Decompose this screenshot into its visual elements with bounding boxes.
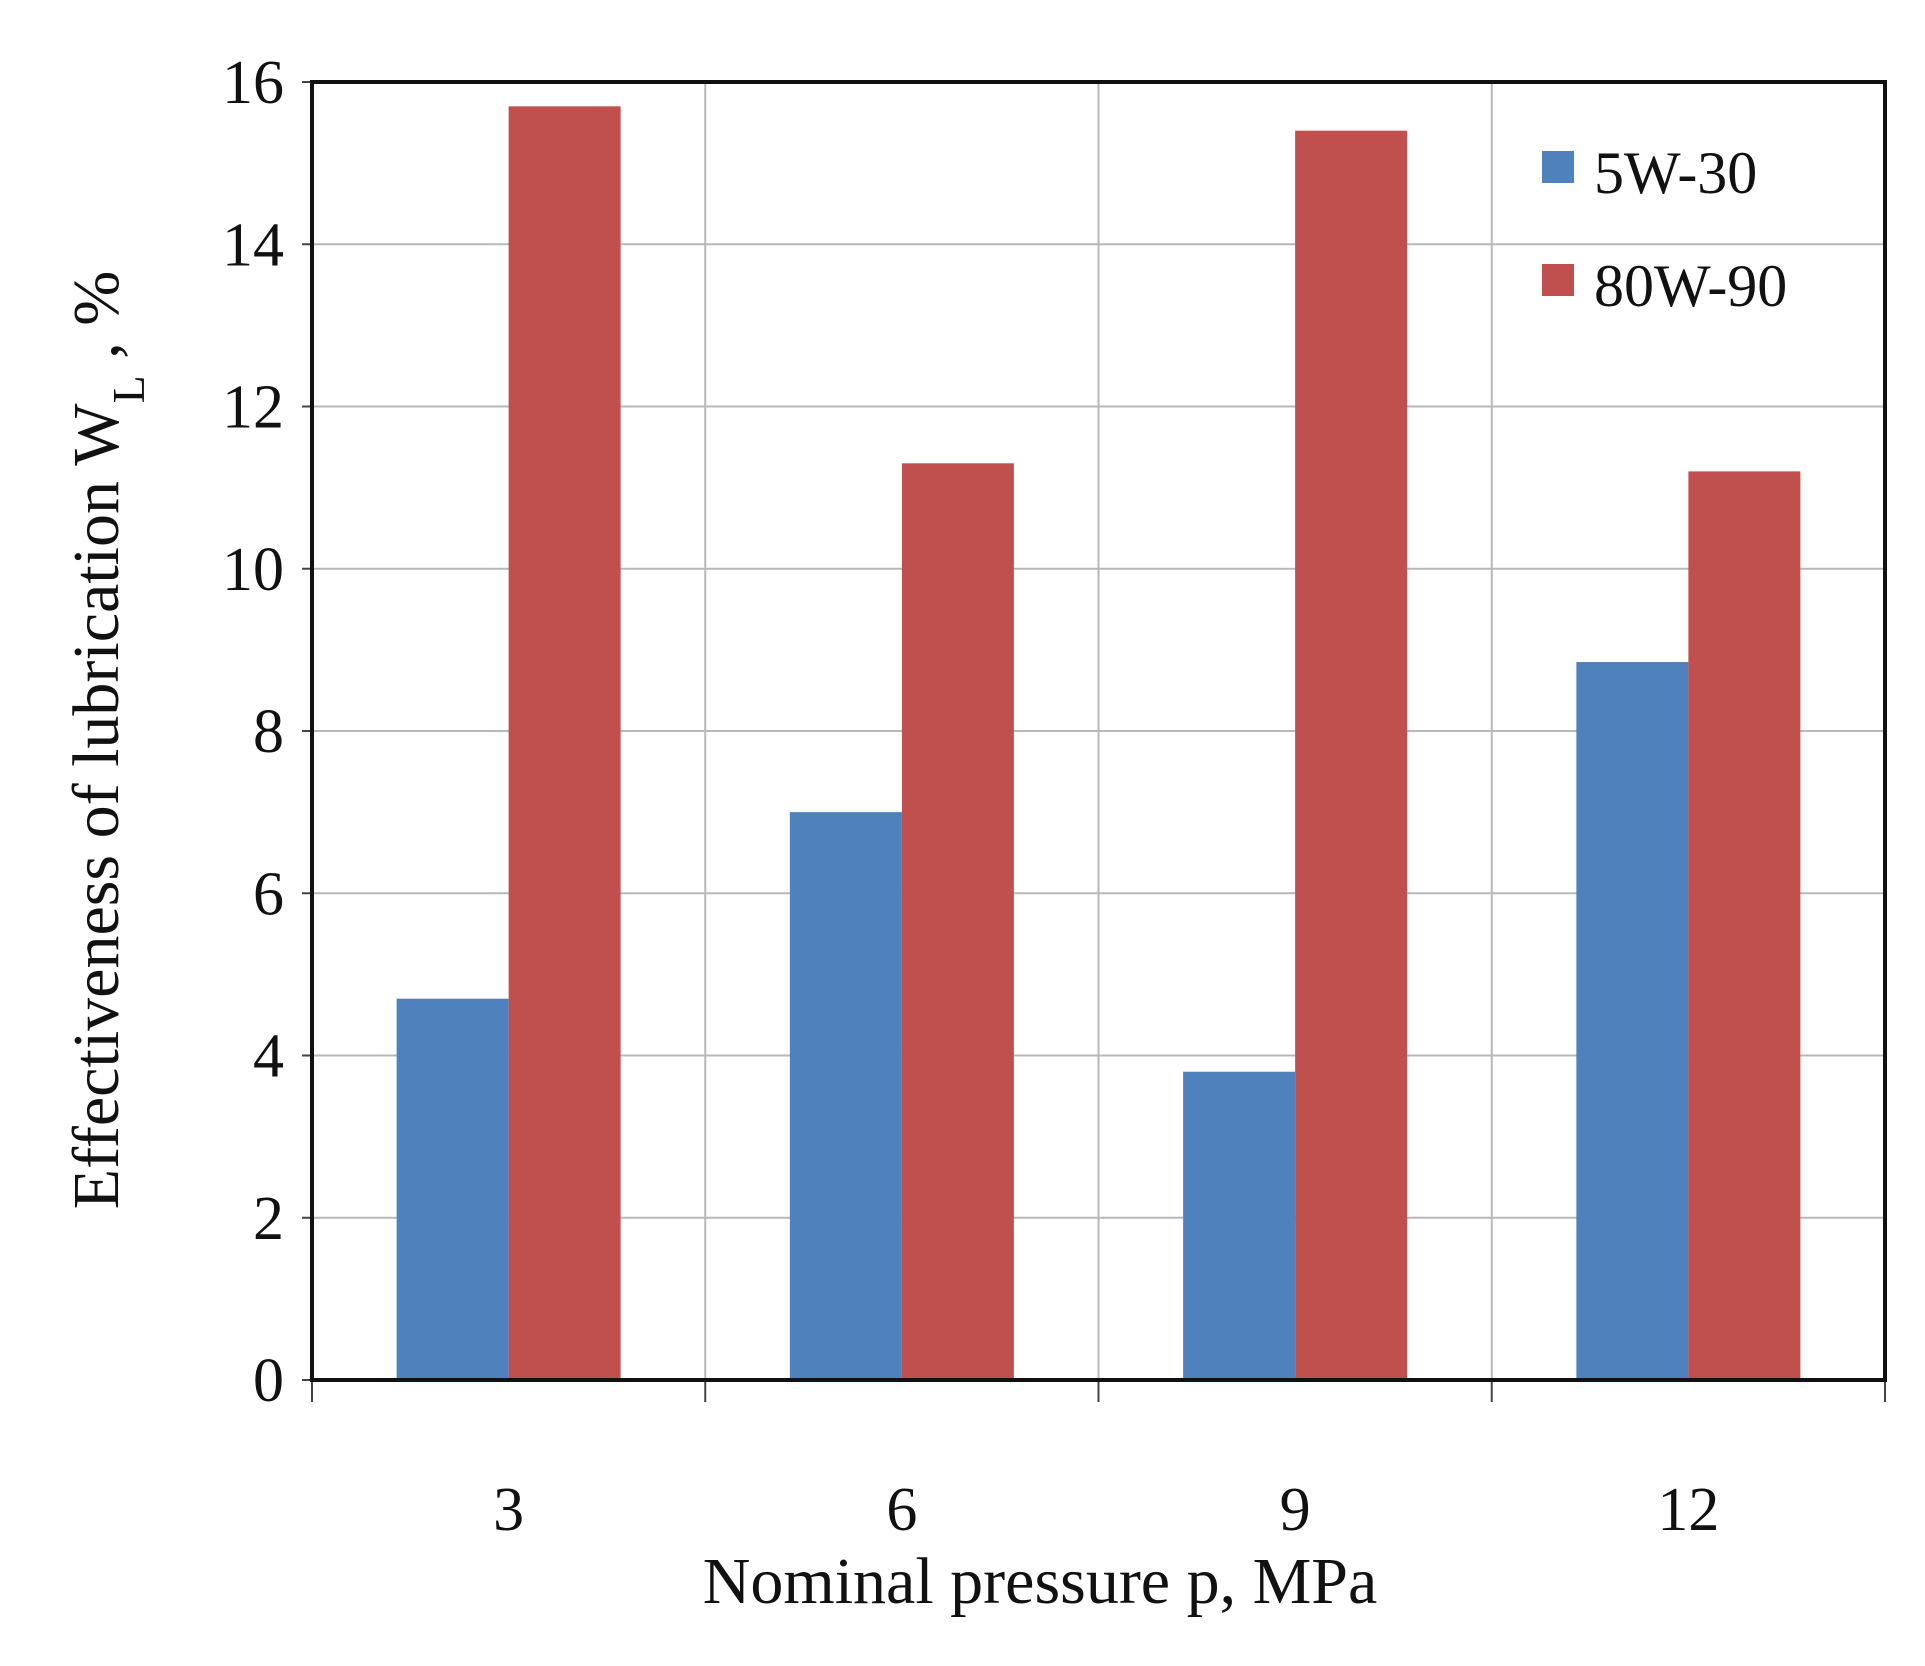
y-tick-label: 8 [253, 698, 284, 766]
y-axis-title: Effectiveness of lubrication WL , % [60, 271, 154, 1209]
x-tick-label: 9 [1280, 1476, 1311, 1544]
legend: 5W-30 80W-90 [1542, 140, 1787, 319]
y-tick-label: 6 [253, 860, 284, 928]
y-tick-label: 16 [222, 49, 284, 117]
y-axis-title-subscript: L [103, 375, 154, 403]
y-axis-title-main: Effectiveness of lubrication W [60, 403, 133, 1209]
x-axis-title: Nominal pressure p, MPa [703, 1545, 1378, 1618]
bar-80w90-p9 [1295, 130, 1408, 1380]
legend-label-80w90: 80W-90 [1594, 253, 1787, 319]
y-tick-label: 4 [253, 1023, 284, 1091]
axes [302, 80, 1887, 1402]
bar-5w30-p12 [1576, 662, 1689, 1380]
x-tick-label: 12 [1657, 1476, 1719, 1544]
bar-80w90-p12 [1688, 471, 1801, 1380]
y-tick-label: 14 [222, 211, 284, 279]
legend-label-5w30: 5W-30 [1594, 140, 1757, 206]
y-tick-label: 2 [253, 1185, 284, 1253]
y-tick-label: 0 [253, 1347, 284, 1415]
x-tick-label: 6 [886, 1476, 917, 1544]
bar-80w90-p6 [901, 463, 1014, 1381]
y-tick-label: 12 [222, 374, 284, 442]
bar-5w30-p6 [789, 812, 902, 1380]
y-tick-labels: 0 2 4 6 8 10 12 14 16 [222, 49, 284, 1415]
bar-5w30-p3 [396, 998, 509, 1380]
legend-swatch-5w30 [1542, 151, 1574, 183]
y-axis-title-suffix: , % [60, 271, 133, 375]
x-tick-label: 3 [493, 1476, 524, 1544]
bars [396, 106, 1801, 1381]
x-tick-labels: 3 6 9 12 [493, 1476, 1719, 1544]
bar-80w90-p3 [508, 106, 621, 1380]
bar-5w30-p9 [1183, 1071, 1296, 1380]
y-tick-label: 10 [222, 536, 284, 604]
legend-swatch-80w90 [1542, 264, 1574, 296]
